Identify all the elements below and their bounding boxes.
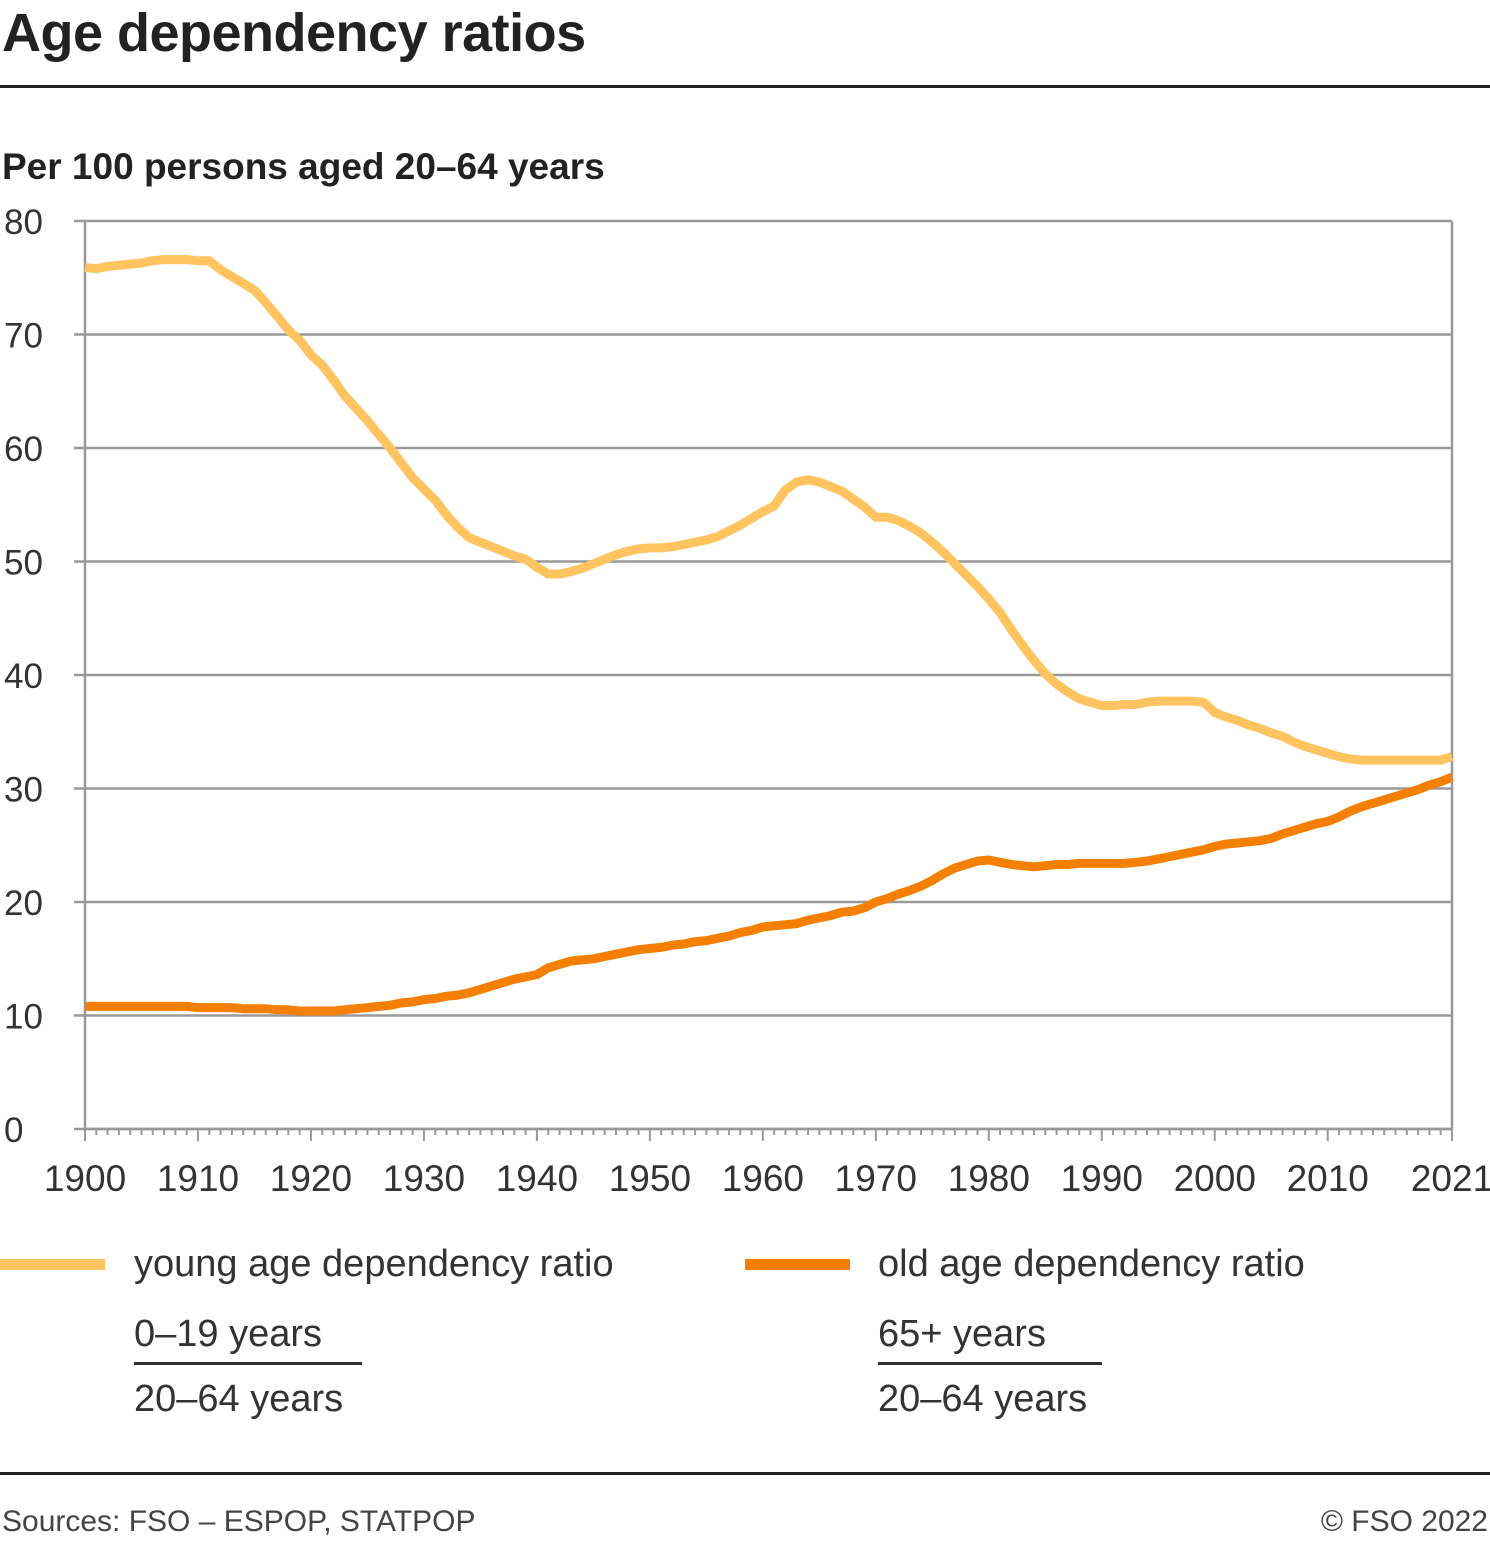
line-chart: 0 10 20 30 40 50 60 70 80 1900 1910 1920 1930 1940 195… [4, 203, 1490, 1199]
x-tick-label: 2021 [1411, 1158, 1490, 1199]
chart-title: Age dependency ratios [2, 3, 586, 63]
copyright-note: © FSO 2022 [1320, 1505, 1488, 1538]
y-tick-label: 60 [4, 430, 43, 469]
y-tick-label: 70 [4, 317, 43, 356]
y-tick-label: 10 [4, 998, 43, 1037]
legend-numerator-old: 65+ years [878, 1313, 1046, 1355]
y-tick-label: 0 [4, 1111, 23, 1150]
x-tick-label: 1990 [1061, 1158, 1143, 1199]
x-tick-label: 1970 [835, 1158, 917, 1199]
x-tick-label: 2010 [1287, 1158, 1369, 1199]
x-tick-label: 1920 [270, 1158, 352, 1199]
chart-subtitle: Per 100 persons aged 20–64 years [2, 146, 605, 187]
x-tick-label: 1960 [722, 1158, 804, 1199]
y-tick-label: 50 [4, 544, 43, 583]
x-tick-label: 2000 [1174, 1158, 1256, 1199]
x-tick-label: 1900 [44, 1158, 126, 1199]
x-tick-label: 1910 [157, 1158, 239, 1199]
series-line-old [85, 772, 1454, 1016]
legend-denominator-old: 20–64 years [878, 1378, 1088, 1420]
source-note: Sources: FSO – ESPOP, STATPOP [2, 1505, 476, 1538]
y-tick-label: 30 [4, 771, 43, 810]
x-tick-label: 1930 [383, 1158, 465, 1199]
series-line-young [84, 255, 1454, 765]
legend-label-young: young age dependency ratio [134, 1243, 614, 1285]
fraction-line-young [134, 1362, 362, 1365]
y-tick-label: 80 [4, 203, 43, 242]
legend-numerator-young: 0–19 years [134, 1313, 323, 1355]
x-tick-label: 1940 [496, 1158, 578, 1199]
x-tick-label: 1950 [609, 1158, 691, 1199]
legend-label-old: old age dependency ratio [878, 1243, 1305, 1285]
title-rule [0, 85, 1490, 88]
x-tick-label: 1980 [948, 1158, 1030, 1199]
footer-rule [0, 1472, 1490, 1475]
legend-swatch-young [0, 1259, 105, 1270]
legend-denominator-young: 20–64 years [134, 1378, 344, 1420]
legend-swatch-old [745, 1259, 850, 1270]
y-tick-label: 40 [4, 657, 43, 696]
fraction-line-old [878, 1362, 1102, 1365]
y-tick-label: 20 [4, 884, 43, 923]
